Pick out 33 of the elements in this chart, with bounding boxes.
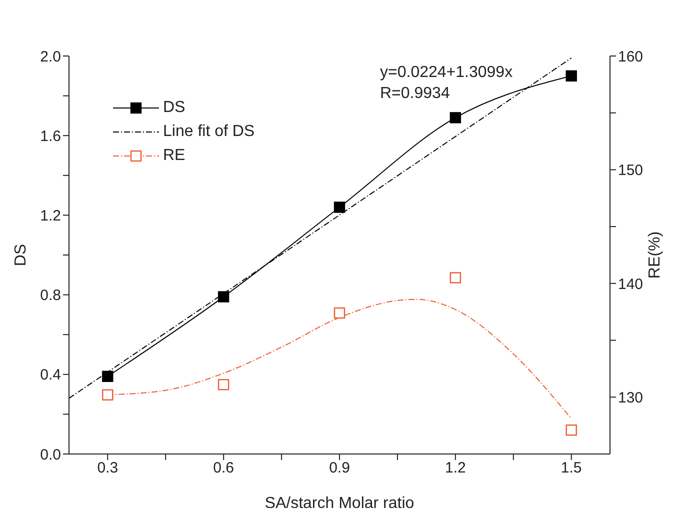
point xyxy=(102,370,114,382)
legend-label: DS xyxy=(163,99,186,117)
y2-tick-label: 150 xyxy=(618,162,644,180)
y-tick-label: 0.4 xyxy=(40,366,61,384)
y2-tick-label: 160 xyxy=(618,48,644,66)
x-tick-label: 1.2 xyxy=(445,460,466,477)
point xyxy=(102,389,114,400)
y-tick-label: 1.6 xyxy=(40,128,61,145)
y-tick-label: 1.2 xyxy=(40,208,61,225)
x-tick-label: 1.5 xyxy=(560,460,582,477)
y2-tick-label: 140 xyxy=(618,276,644,293)
point xyxy=(566,424,577,436)
y-tick-label: 0.0 xyxy=(40,446,61,464)
x-tick-label: 0.6 xyxy=(213,460,234,477)
point xyxy=(334,202,346,213)
point xyxy=(218,291,230,302)
point xyxy=(334,307,346,319)
point xyxy=(218,379,230,390)
legend-label: RE xyxy=(163,147,186,165)
x-axis-title: SA/starch Molar ratio xyxy=(264,495,414,512)
y-axis-title: DS xyxy=(12,244,30,266)
point xyxy=(450,272,462,284)
annotation: y=0.0224+1.3099x xyxy=(380,63,513,83)
x-tick-label: 0.3 xyxy=(97,460,118,477)
point xyxy=(450,112,462,124)
point xyxy=(566,70,577,82)
annotation: R=0.9934 xyxy=(380,84,451,104)
x-tick-label: 0.9 xyxy=(329,460,350,477)
y2-axis-title: RE(%) xyxy=(646,231,664,279)
y-tick-label: 2.0 xyxy=(40,48,61,66)
legend-label: Line fit of DS xyxy=(163,123,255,141)
y2-tick-label: 130 xyxy=(618,389,644,406)
y-tick-label: 0.8 xyxy=(40,287,61,304)
